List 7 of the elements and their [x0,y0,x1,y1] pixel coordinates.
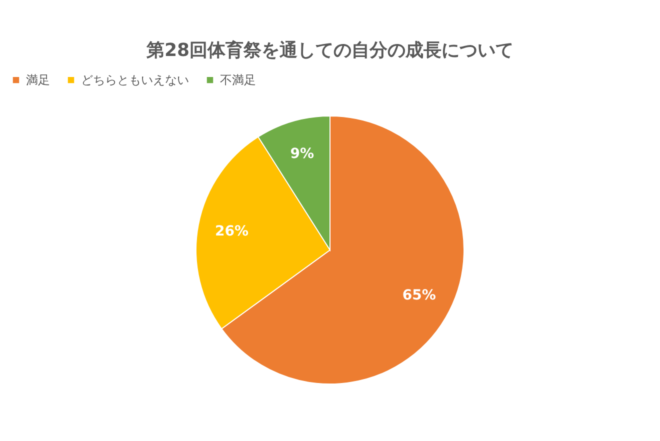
legend-label: どちらともいえない [81,73,189,88]
legend-label: 満足 [26,73,50,88]
data-label: 26% [215,223,249,240]
data-label: 9% [290,146,314,162]
data-label: 65% [402,287,436,304]
chart-title: 第28回体育祭を通しての自分の成長について [145,39,514,61]
legend-label: 不満足 [220,73,256,88]
